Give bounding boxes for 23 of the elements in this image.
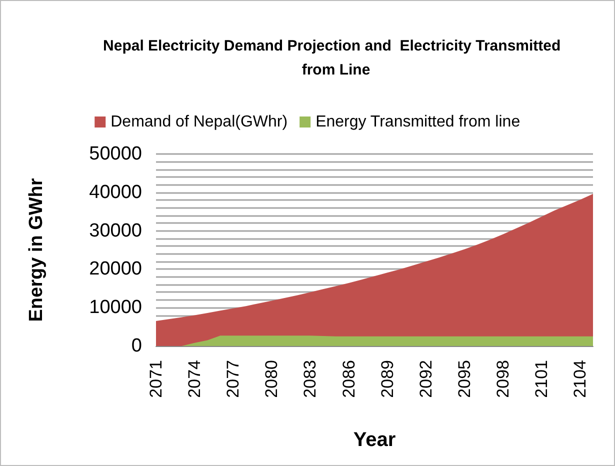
x-tick-label: 2080: [262, 360, 282, 398]
x-tick-label: 2101: [532, 360, 552, 398]
y-tick-label: 20000: [89, 258, 142, 280]
x-tick-label: 2071: [146, 360, 166, 398]
chart-title: Nepal Electricity Demand Projection and Electricity Transmitted from Line: [103, 38, 569, 78]
x-tick-label: 2092: [416, 360, 436, 398]
x-tick-label: 2077: [224, 360, 243, 398]
x-tick-label: 2074: [185, 360, 204, 398]
y-tick-label: 10000: [89, 297, 142, 318]
legend-label: Demand of Nepal(GWhr): [110, 114, 288, 130]
x-tick-label: 2098: [494, 360, 513, 398]
x-tick-label: 2095: [454, 360, 474, 398]
y-tick-label: 50000: [89, 144, 142, 164]
y-tick-label: 30000: [89, 220, 142, 242]
y-tick-label: 40000: [89, 182, 142, 203]
y-tick-label: 0: [131, 336, 142, 356]
x-axis-title: Year: [353, 429, 396, 451]
x-tick-label: 2089: [378, 360, 397, 398]
y-axis-title: Energy in GWhr: [26, 178, 47, 322]
x-tick-label: 2083: [300, 360, 320, 398]
x-tick-label: 2086: [339, 360, 358, 398]
x-tick-label: 2104: [570, 360, 590, 398]
legend-label: Energy Transmitted from line: [316, 114, 520, 130]
